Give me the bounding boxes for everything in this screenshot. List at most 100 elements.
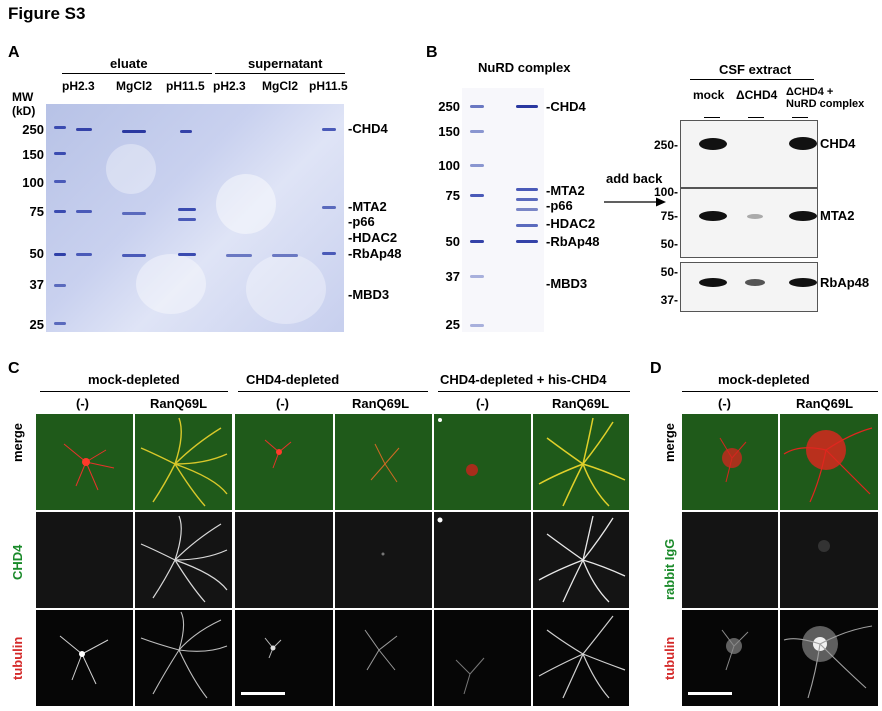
mw-tick: 75 (29, 204, 44, 219)
band-label: -CHD4 (546, 99, 586, 114)
blot-tick: 37- (660, 293, 678, 307)
micrograph-tile (682, 610, 778, 706)
micrograph-tile (434, 414, 531, 510)
mw-tick: 25 (445, 317, 460, 332)
add-back-label: add back (606, 171, 663, 186)
row-label-rabbit-igg: rabbit IgG (662, 538, 677, 600)
mw-tick: 150 (438, 124, 460, 139)
row-label-tubulin: tubulin (10, 636, 25, 680)
row-label-merge: merge (10, 422, 25, 462)
micrograph-tile (780, 610, 878, 706)
lane-marker (704, 117, 720, 118)
col-dchd4-nurd: ΔCHD4 + (786, 86, 834, 98)
band-label: -p66 (546, 198, 573, 213)
blot-tick: 50- (660, 265, 678, 279)
mw-tick: 25 (29, 317, 44, 332)
col-label: (-) (76, 396, 89, 411)
blot-tick: 250- (653, 138, 678, 152)
panel-a-supernatant-header: supernatant (248, 56, 323, 71)
panel-a-gel-image (46, 104, 344, 332)
panel-d-label: D (650, 360, 662, 377)
micrograph-tile (235, 610, 333, 706)
micrograph-tile (335, 414, 432, 510)
blot-label: MTA2 (820, 208, 855, 223)
micrograph-tile (36, 610, 133, 706)
micrograph-tile (434, 610, 531, 706)
band-label: -p66 (348, 214, 375, 229)
lane-marker (792, 117, 808, 118)
mw-tick: 50 (29, 246, 44, 261)
micrograph-tile (135, 512, 232, 608)
micrograph-tile (36, 414, 133, 510)
western-blot-mta2 (680, 188, 818, 258)
lane-marker (748, 117, 764, 118)
micrograph-tile (335, 512, 432, 608)
panel-d-group-header: mock-depleted (718, 372, 810, 387)
mw-tick: 250 (22, 122, 44, 137)
band-label: -MBD3 (546, 276, 588, 291)
micrograph-tile (682, 414, 778, 510)
micrograph-tile (533, 414, 629, 510)
col-label: (-) (476, 396, 489, 411)
mw-tick: 37 (445, 269, 460, 284)
col-label: (-) (718, 396, 731, 411)
col-label: RanQ69L (352, 396, 410, 411)
nurd-gel-image (462, 88, 544, 332)
mw-unit: (kD) (12, 104, 36, 118)
micrograph-tile (434, 512, 531, 608)
nurd-gel-title: NuRD complex (478, 60, 571, 75)
eluate-bracket (62, 73, 212, 74)
group-bracket (40, 391, 228, 392)
band-label: -HDAC2 (546, 216, 596, 231)
western-blot-rbap48 (680, 262, 818, 312)
figure-title: Figure S3 (8, 4, 86, 23)
csf-bracket (690, 79, 814, 80)
band-label: -CHD4 (348, 121, 388, 136)
band-label: -MTA2 (546, 183, 585, 198)
lane-label: MgCl2 (116, 79, 152, 93)
blot-label: CHD4 (820, 136, 856, 151)
panel-c-label: C (8, 360, 20, 377)
mw-tick: 75 (445, 188, 460, 203)
micrograph-tile (235, 512, 333, 608)
lane-label: pH2.3 (213, 79, 246, 93)
band-label: -RbAp48 (348, 246, 402, 261)
panel-c-group-header: mock-depleted (88, 372, 180, 387)
micrograph-tile (135, 610, 232, 706)
blot-tick: 75- (660, 209, 678, 223)
supernatant-bracket (215, 73, 345, 74)
band-label: -RbAp48 (546, 234, 600, 249)
mw-tick: 250 (438, 99, 460, 114)
micrograph-tile (36, 512, 133, 608)
micrograph-tile (335, 610, 432, 706)
micrograph-tile (533, 512, 629, 608)
micrograph-tile (780, 414, 878, 510)
mw-tick: 100 (438, 158, 460, 173)
lane-label: pH2.3 (62, 79, 95, 93)
panel-a-label: A (8, 44, 20, 61)
col-label: (-) (276, 396, 289, 411)
lane-label: pH11.5 (166, 79, 205, 93)
lane-label: pH11.5 (309, 79, 348, 93)
micrograph-tile (682, 512, 778, 608)
col-dchd4-nurd: NuRD complex (786, 98, 865, 110)
csf-extract-title: CSF extract (719, 62, 792, 77)
row-label-merge: merge (662, 422, 677, 462)
band-label: -MBD3 (348, 287, 390, 302)
group-bracket (438, 391, 630, 392)
group-bracket (682, 391, 878, 392)
panel-a-eluate-header: eluate (110, 56, 148, 71)
col-label: RanQ69L (796, 396, 854, 411)
panel-c-group-header: CHD4-depleted (246, 372, 340, 387)
lane-label: MgCl2 (262, 79, 298, 93)
scale-bar (688, 692, 732, 695)
western-blot-chd4 (680, 120, 818, 188)
scale-bar (241, 692, 285, 695)
group-bracket (238, 391, 428, 392)
micrograph-tile (135, 414, 232, 510)
row-label-tubulin: tubulin (662, 636, 677, 680)
mw-tick: 50 (445, 234, 460, 249)
row-label-chd4: CHD4 (10, 544, 25, 580)
micrograph-tile (780, 512, 878, 608)
